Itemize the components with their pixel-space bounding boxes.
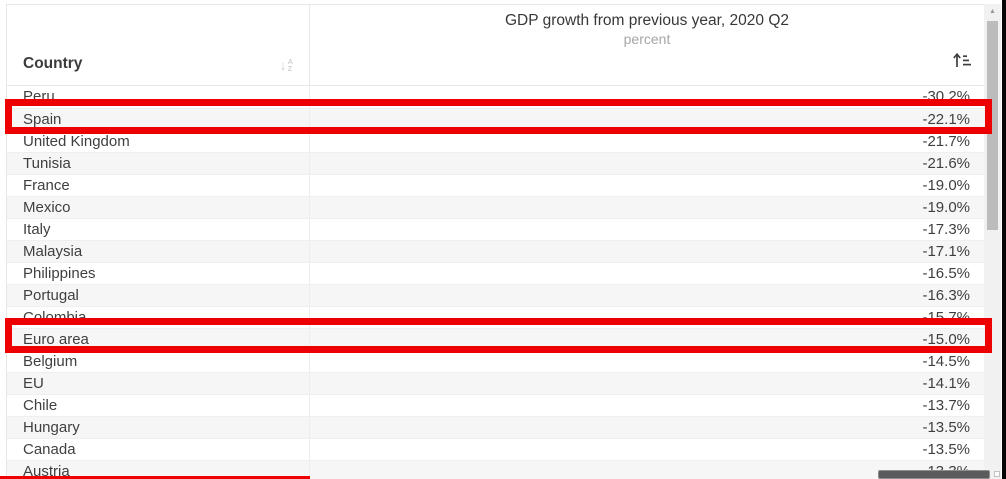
value-cell: -19.0% (309, 175, 984, 196)
table-row: Chile -13.7% (7, 394, 984, 416)
vertical-scrollbar-thumb[interactable] (987, 21, 998, 230)
table-row: United Kingdom -21.7% (7, 130, 984, 152)
value-cell: -21.6% (309, 153, 984, 174)
table-row: Mexico -19.0% (7, 196, 984, 218)
table-row: Austria -13.3% (7, 460, 984, 479)
value-cell: -15.7% (309, 307, 984, 328)
table-row: Colombia -15.7% (7, 306, 984, 328)
table-body: Peru -30.2% Spain -22.1% United Kingdom … (7, 86, 984, 479)
value-cell: -17.1% (309, 241, 984, 262)
country-header-label[interactable]: Country (23, 55, 83, 72)
letter-a: A (287, 57, 293, 66)
table-row: Peru -30.2% (7, 86, 984, 108)
horizontal-scrollbar-thumb[interactable] (878, 470, 990, 479)
country-cell: Belgium (23, 353, 78, 370)
value-column-title: GDP growth from previous year, 2020 Q2 (504, 12, 790, 29)
country-cell: Mexico (23, 199, 71, 216)
scroll-up-arrow-icon[interactable]: ▲ (989, 8, 996, 15)
country-cell: Malaysia (23, 243, 83, 260)
letter-z: Z (287, 64, 293, 73)
country-cell: France (23, 177, 70, 194)
country-column-header[interactable]: Country ↓ A Z (7, 5, 309, 85)
down-arrow-icon: ↓ (279, 57, 287, 73)
value-cell: -17.3% (309, 219, 984, 240)
country-cell: Hungary (23, 419, 80, 436)
sort-alphabetical-icon[interactable]: ↓ A Z (279, 57, 293, 73)
table-row: Hungary -13.5% (7, 416, 984, 438)
country-cell: Canada (23, 441, 76, 458)
table-row: Euro area -15.0% (7, 328, 984, 350)
value-cell: -13.7% (309, 395, 984, 416)
table-row: EU -14.1% (7, 372, 984, 394)
country-cell: Italy (23, 221, 51, 238)
table-row: Malaysia -17.1% (7, 240, 984, 262)
country-cell: Peru (23, 88, 55, 105)
country-cell: EU (23, 375, 44, 392)
table-header: Country ↓ A Z GDP growth from previous y… (7, 5, 984, 86)
country-cell: Spain (23, 111, 62, 128)
table-row: Portugal -16.3% (7, 284, 984, 306)
value-cell: -15.0% (309, 329, 984, 350)
value-cell: -13.5% (309, 417, 984, 438)
vertical-scrollbar[interactable]: ▲ (984, 4, 1001, 479)
country-data-table: Country ↓ A Z GDP growth from previous y… (6, 4, 984, 479)
value-column-subtitle: percent (623, 31, 671, 47)
country-cell: Philippines (23, 265, 96, 282)
value-cell: -19.0% (309, 197, 984, 218)
az-letters: A Z (287, 57, 293, 73)
value-cell: -16.3% (309, 285, 984, 306)
value-cell: -21.7% (309, 131, 984, 152)
value-cell: -16.5% (309, 263, 984, 284)
sort-amount-icon[interactable] (952, 50, 972, 75)
value-column-header[interactable]: GDP growth from previous year, 2020 Q2 p… (309, 5, 984, 85)
value-cell: -22.1% (309, 109, 984, 130)
scrollbar-corner (994, 471, 1000, 477)
table-row: Spain -22.1% (7, 108, 984, 130)
window-right-edge (1002, 0, 1006, 479)
table-row: Belgium -14.5% (7, 350, 984, 372)
country-cell: United Kingdom (23, 133, 130, 150)
table-row: Italy -17.3% (7, 218, 984, 240)
country-cell: Euro area (23, 331, 89, 348)
table-row: Canada -13.5% (7, 438, 984, 460)
country-cell: Portugal (23, 287, 79, 304)
country-cell: Tunisia (23, 155, 71, 172)
value-cell: -14.5% (309, 351, 984, 372)
country-cell: Colombia (23, 309, 87, 326)
value-cell: -14.1% (309, 373, 984, 394)
value-cell: -13.5% (309, 439, 984, 460)
country-cell: Chile (23, 397, 58, 414)
table-row: Tunisia -21.6% (7, 152, 984, 174)
table-row: France -19.0% (7, 174, 984, 196)
country-cell: Austria (23, 463, 70, 479)
table-row: Philippines -16.5% (7, 262, 984, 284)
value-cell: -30.2% (309, 86, 984, 108)
